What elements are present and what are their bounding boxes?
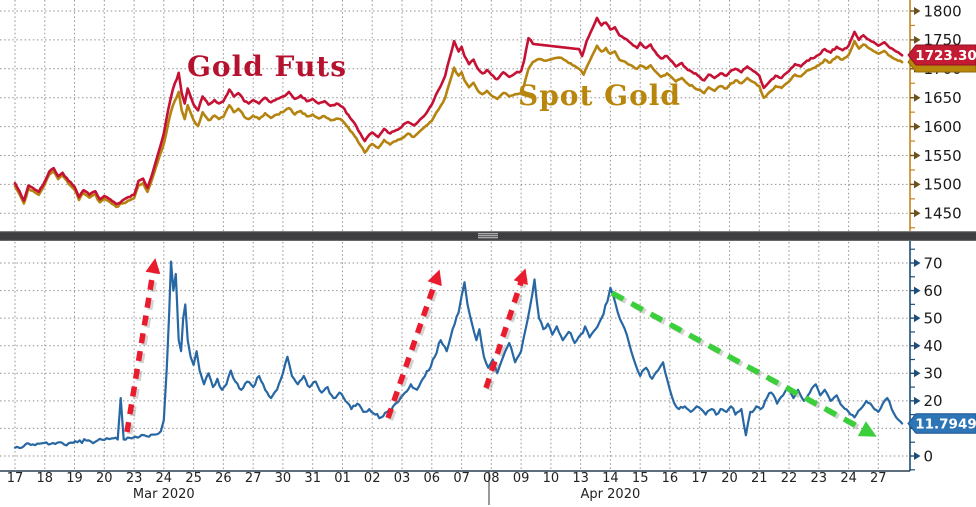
y-tick-arrow-icon <box>914 452 921 460</box>
y-tick-arrow-icon <box>914 7 921 15</box>
x-tick-label: 25 <box>185 471 202 486</box>
y-tick-label: 50 <box>924 309 943 327</box>
x-tick-label: 17 <box>7 471 24 486</box>
x-tick-label: 21 <box>751 471 768 486</box>
x-axis-labels: 17 18 19 20 23 24 25 26 27 30 31 01 02 03 06 07 08 09 10 13… <box>7 471 887 502</box>
svg-text:11.7949: 11.7949 <box>915 416 976 432</box>
x-tick-label: 22 <box>781 471 798 486</box>
y-tick-arrow-icon <box>914 341 921 350</box>
y-tick-label: 1450 <box>924 205 962 223</box>
x-tick-label: 27 <box>870 471 887 486</box>
x-tick-label: 18 <box>37 471 54 486</box>
red-up-arrow-1 <box>124 258 161 435</box>
x-tick-label: 23 <box>811 471 828 486</box>
y-tick-arrow-icon <box>914 35 921 44</box>
pane-splitter <box>0 231 976 241</box>
futures-price-badge: 1723.30 <box>907 44 976 66</box>
y-tick-label: 20 <box>924 392 943 410</box>
x-tick-label: 13 <box>572 471 589 486</box>
x-tick-label: 06 <box>424 471 441 486</box>
y-tick-label: 1500 <box>924 176 962 194</box>
x-tick-label: 07 <box>453 471 470 486</box>
x-tick-label: 27 <box>245 471 262 486</box>
y-tick-label: 1650 <box>924 89 962 107</box>
pane-splitter-handle[interactable] <box>478 233 498 239</box>
x-tick-label: 09 <box>513 471 530 486</box>
y-tick-arrow-icon <box>914 122 921 131</box>
y-tick-label: 0 <box>924 447 934 465</box>
y-tick-arrow-icon <box>914 93 921 102</box>
x-tick-label: 15 <box>632 471 649 486</box>
spot-gold-line <box>13 39 904 209</box>
x-tick-label: 02 <box>364 471 381 486</box>
y-tick-arrow-icon <box>914 314 921 323</box>
y-tick-arrow-icon <box>914 396 921 405</box>
x-tick-label: 20 <box>721 471 738 486</box>
y-tick-label: 30 <box>924 365 943 383</box>
spread-value-badge: 11.7949 <box>907 413 976 434</box>
x-tick-label: 24 <box>156 471 173 486</box>
y-tick-arrow-icon <box>914 259 921 267</box>
red-up-arrow-2 <box>385 269 443 421</box>
y-tick-label: 40 <box>924 337 943 355</box>
x-tick-label: 17 <box>691 471 708 486</box>
month-label: Mar 2020 <box>133 487 195 502</box>
y-tick-arrow-icon <box>914 286 921 295</box>
y-tick-label: 1600 <box>924 118 962 136</box>
x-tick-label: 20 <box>96 471 113 486</box>
svg-text:1723.30: 1723.30 <box>915 48 976 64</box>
green-down-arrow <box>610 290 877 437</box>
y-tick-arrow-icon <box>914 180 921 189</box>
y-tick-label: 1800 <box>924 2 962 20</box>
y-tick-label: 60 <box>924 282 943 300</box>
x-tick-label: 08 <box>483 471 500 486</box>
x-tick-label: 03 <box>394 471 411 486</box>
x-tick-label: 23 <box>126 471 143 486</box>
gold-futures-line <box>13 16 904 206</box>
x-tick-label: 16 <box>662 471 679 486</box>
x-tick-label: 30 <box>275 471 292 486</box>
x-tick-label: 26 <box>215 471 232 486</box>
month-label: Apr 2020 <box>581 487 641 502</box>
y-tick-label: 1550 <box>924 147 962 165</box>
y-tick-label: 70 <box>924 254 943 272</box>
red-up-arrow-3 <box>483 268 529 391</box>
y-tick-arrow-icon <box>914 151 921 160</box>
y-tick-arrow-icon <box>914 209 921 218</box>
x-tick-label: 31 <box>304 471 321 486</box>
x-tick-label: 10 <box>543 471 560 486</box>
spread-line <box>13 260 904 450</box>
x-tick-label: 14 <box>602 471 619 486</box>
x-tick-label: 01 <box>334 471 351 486</box>
y-tick-arrow-icon <box>914 369 921 378</box>
x-tick-label: 19 <box>66 471 83 486</box>
x-tick-label: 24 <box>840 471 857 486</box>
